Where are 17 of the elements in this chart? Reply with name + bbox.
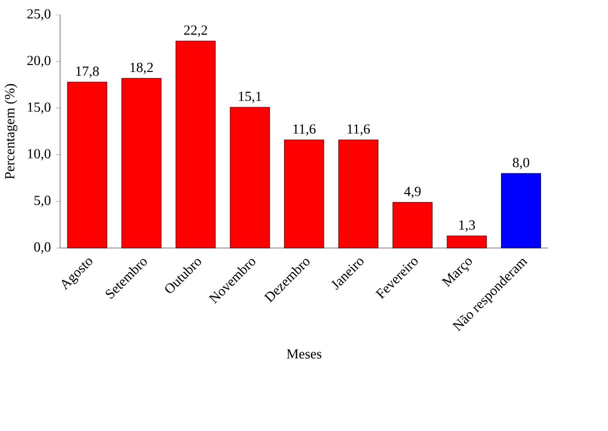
data-label: 17,8 xyxy=(76,66,99,78)
y-tick-label: 20,0 xyxy=(27,56,50,68)
y-tick-label: 25,0 xyxy=(27,9,50,21)
data-label: 15,1 xyxy=(238,92,262,104)
data-label: 4,9 xyxy=(404,187,421,198)
data-label: 11,6 xyxy=(293,124,316,136)
y-axis-title: Percentagem (%) xyxy=(4,84,18,180)
data-label: 8,0 xyxy=(512,158,530,170)
x-axis-title: Meses xyxy=(286,350,322,359)
y-tick-label: 0,0 xyxy=(34,242,50,254)
y-tick-label: 10,0 xyxy=(28,149,50,161)
y-tick-label: 15,0 xyxy=(28,102,50,114)
data-label: 11,6 xyxy=(348,124,370,136)
data-label: 22,2 xyxy=(184,26,208,38)
data-label: 1,3 xyxy=(459,220,475,232)
data-label: 18,2 xyxy=(130,62,153,74)
y-tick-label: 5,0 xyxy=(34,196,50,208)
